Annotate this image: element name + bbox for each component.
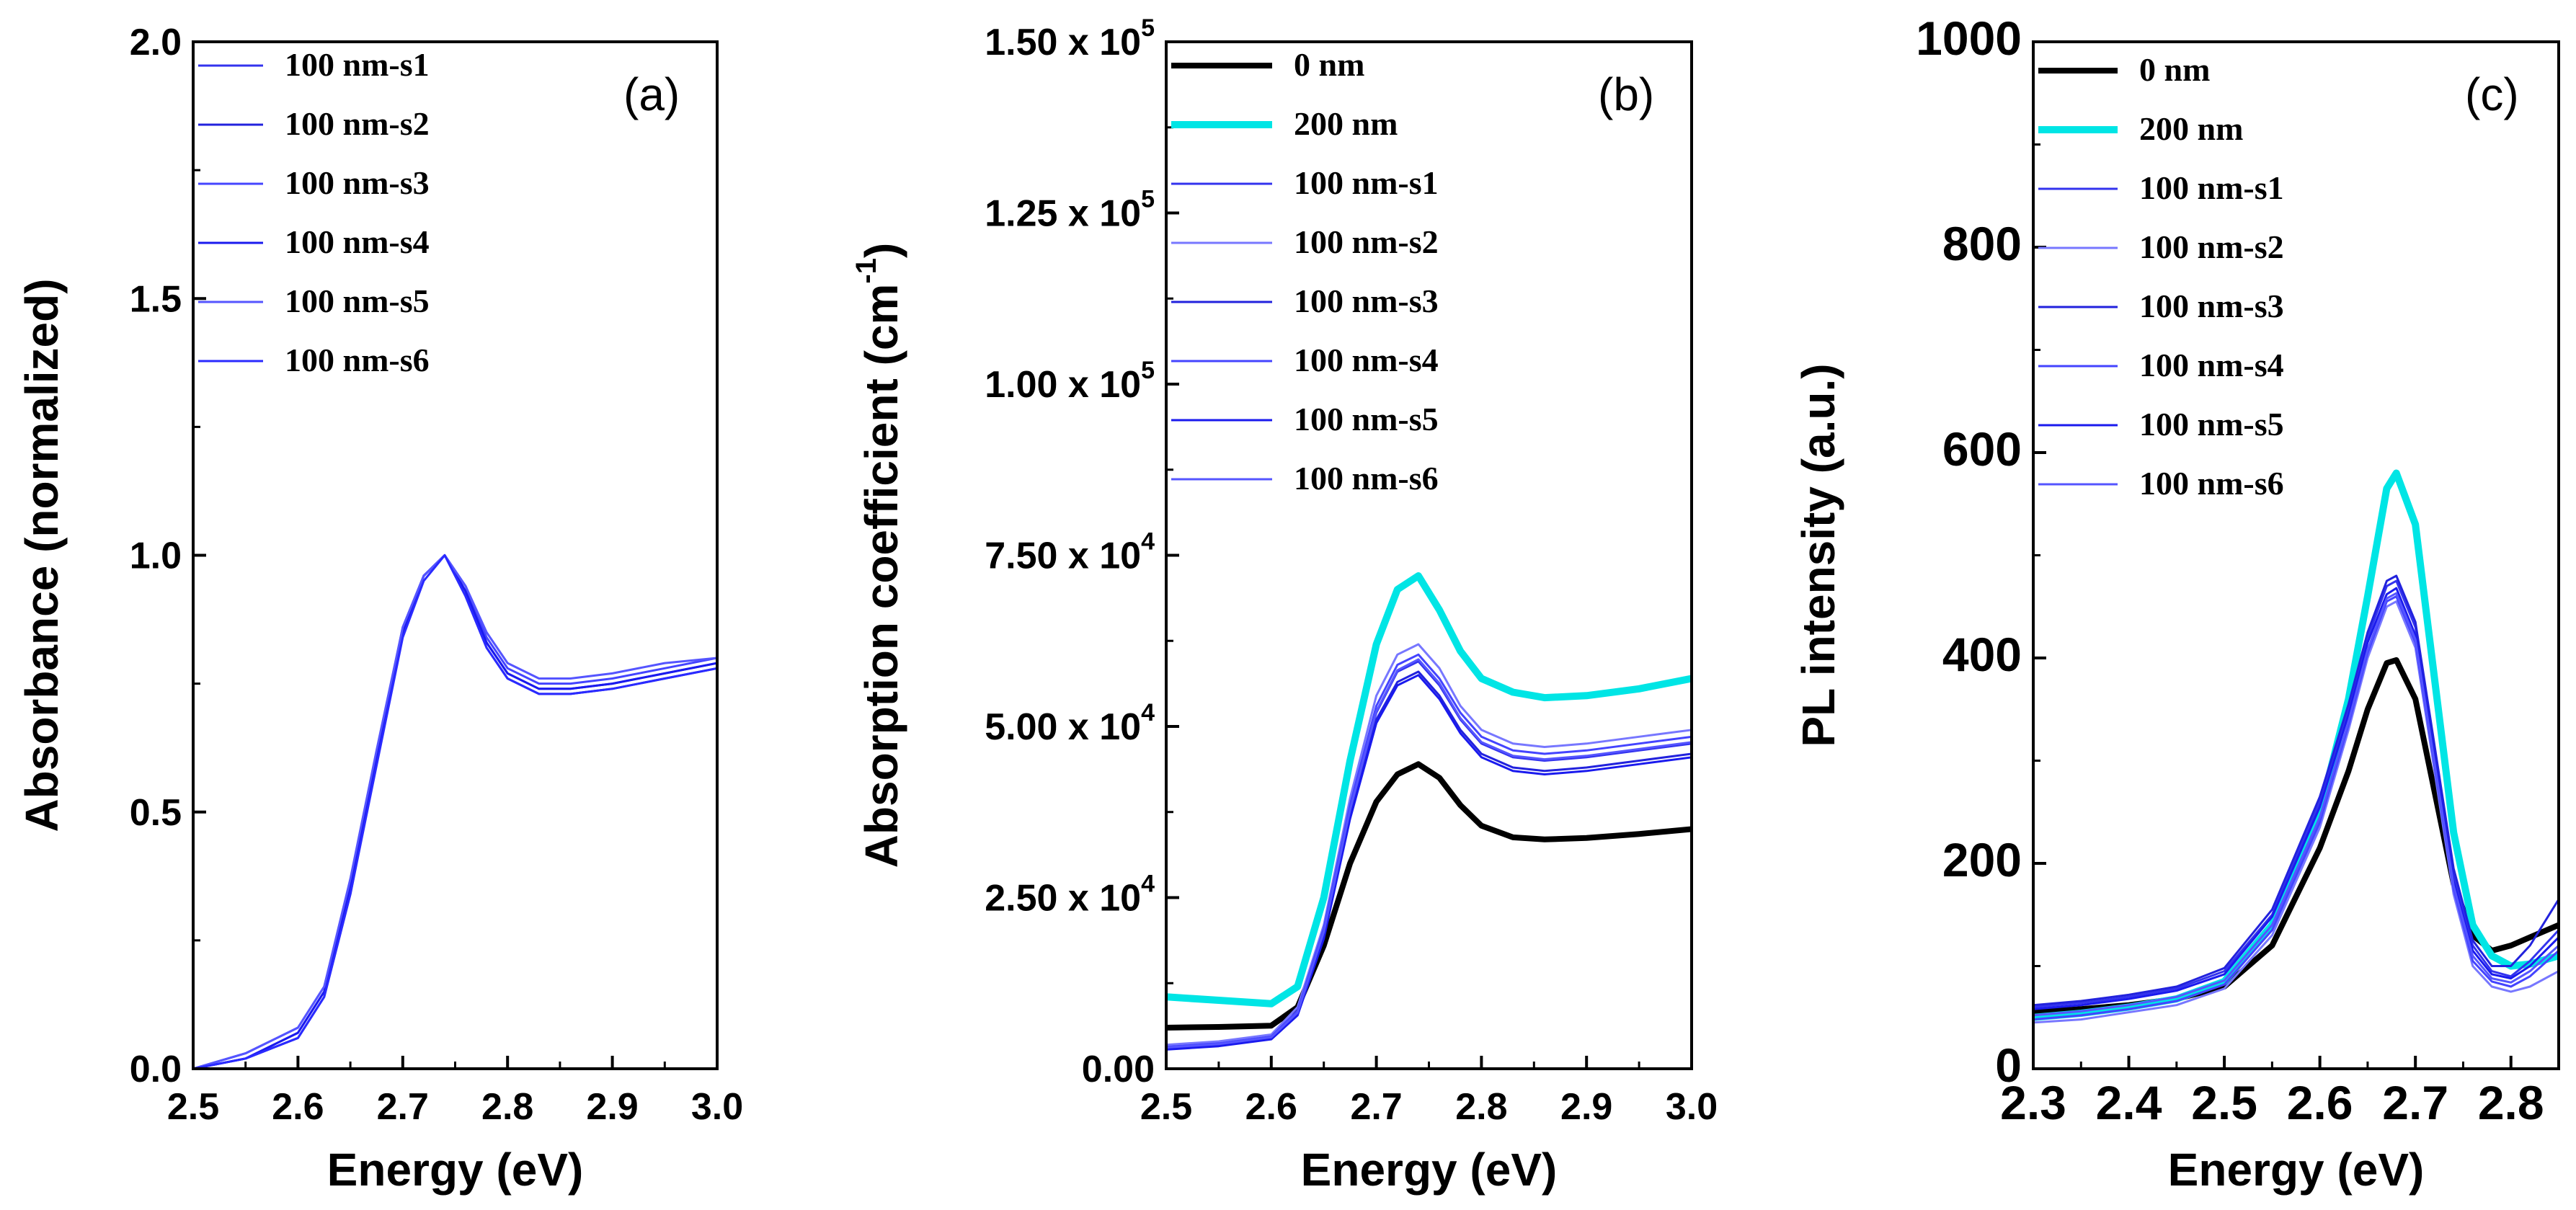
x-tick-label: 2.7	[377, 1086, 429, 1128]
series-line	[1166, 670, 1692, 1049]
legend-label: 100 nm-s6	[1294, 460, 1439, 497]
series-line	[1166, 658, 1692, 1049]
legend-label: 100 nm-s4	[285, 223, 430, 260]
legend-label: 100 nm-s4	[1294, 342, 1439, 378]
series-line	[193, 554, 717, 1069]
series-line	[1166, 643, 1692, 1046]
x-tick-label: 2.6	[272, 1086, 324, 1128]
series-line	[2033, 600, 2559, 1024]
y-tick-label: 800	[1942, 217, 2022, 270]
panel-c: 2.3 2.4 2.5 2.6 2.7 2.8 0 200 400 600 800 1000 Energ…	[1793, 12, 2560, 1196]
legend-label: 100 nm-s2	[285, 105, 430, 142]
x-axis-label: Energy (eV)	[2168, 1144, 2425, 1196]
y-tick-label: 1.5	[130, 278, 182, 320]
series-line	[1166, 572, 1692, 1007]
plot-frame	[192, 40, 719, 1070]
x-tick-label: 3.0	[1666, 1086, 1718, 1128]
plot-frame	[2032, 40, 2560, 1070]
panel-a: 2.5 2.6 2.7 2.8 2.9 3.0 0.0 0.5 1.0 1.5 2.0 Energy …	[16, 22, 743, 1196]
series-line	[2033, 469, 2559, 1021]
y-tick-label: 200	[1942, 833, 2022, 886]
x-tick-label: 2.5	[2191, 1076, 2257, 1129]
legend-label: 100 nm-s6	[2139, 465, 2284, 502]
legend-label: 100 nm-s4	[2139, 347, 2284, 383]
series-line	[2033, 592, 2559, 1017]
x-tick-label: 2.4	[2096, 1076, 2162, 1129]
y-tick-label: 2.50 x 104	[985, 871, 1155, 920]
x-tick-label: 2.9	[1560, 1086, 1612, 1128]
y-tick-label: 0.00	[1082, 1049, 1155, 1090]
legend-label: 100 nm-s5	[285, 283, 430, 319]
x-tick-label: 2.5	[1140, 1086, 1192, 1128]
y-axis-label: PL intensity (a.u.)	[1793, 363, 1844, 747]
x-tick-label: 2.7	[2382, 1076, 2448, 1129]
y-axis-label: Absorbance (normalized)	[16, 278, 68, 832]
legend-label: 100 nm-s3	[2139, 288, 2284, 324]
x-tick-label: 2.5	[167, 1086, 219, 1128]
x-tick-label: 2.9	[586, 1086, 638, 1128]
series-line	[193, 554, 717, 1069]
series-line	[1166, 660, 1692, 1049]
x-tick-label: 3.0	[691, 1086, 743, 1128]
legend-label: 0 nm	[1294, 46, 1364, 83]
series-line	[193, 554, 717, 1069]
legend-label: 100 nm-s6	[285, 342, 430, 378]
y-tick-label: 7.50 x 104	[985, 528, 1155, 577]
y-tick-label: 1.00 x 105	[985, 357, 1155, 406]
x-tick-label: 2.6	[2287, 1076, 2353, 1129]
legend-label: 0 nm	[2139, 51, 2210, 88]
legend-label: 100 nm-s1	[2139, 169, 2284, 206]
x-tick-label: 2.7	[1350, 1086, 1402, 1128]
x-axis-label: Energy (eV)	[1301, 1144, 1558, 1196]
y-tick-label: 0.5	[130, 792, 182, 834]
series-line	[193, 554, 717, 1069]
y-tick-label: 1.25 x 105	[985, 186, 1155, 235]
series-line	[193, 554, 717, 1069]
series-line	[2033, 574, 2559, 1007]
y-tick-label: 600	[1942, 422, 2022, 476]
panel-label: (c)	[2465, 68, 2519, 120]
x-tick-label: 2.3	[2000, 1076, 2066, 1129]
y-tick-label: 1.50 x 105	[985, 14, 1155, 63]
x-tick-label: 2.6	[1245, 1086, 1297, 1128]
y-tick-label: 0.0	[130, 1049, 182, 1090]
y-tick-label: 2.0	[130, 22, 182, 63]
panel-label: (a)	[623, 68, 680, 120]
x-axis-label: Energy (eV)	[327, 1144, 584, 1196]
legend-label: 100 nm-s5	[1294, 401, 1439, 437]
series-line	[1166, 761, 1692, 1031]
legend-label: 100 nm-s2	[1294, 223, 1439, 260]
panel-b: 2.5 2.6 2.7 2.8 2.9 3.0 0.00 2.50 x 104 5.00 x 1…	[850, 14, 1718, 1196]
series-line	[193, 554, 717, 1069]
series-line	[1166, 674, 1692, 1051]
series-line	[2033, 579, 2559, 1008]
legend-label: 100 nm-s3	[285, 164, 430, 201]
y-tick-label: 1.0	[130, 535, 182, 577]
y-tick-label: 1000	[1916, 12, 2022, 65]
y-tick-label: 5.00 x 104	[985, 699, 1155, 748]
y-axis-label: Absorption coefficient (cm-1)	[850, 243, 907, 868]
legend-label: 100 nm-s2	[2139, 228, 2284, 265]
y-tick-label: 0	[1995, 1038, 2022, 1092]
legend-label: 100 nm-s5	[2139, 406, 2284, 442]
legend-label: 100 nm-s1	[1294, 164, 1439, 201]
legend-label: 100 nm-s3	[1294, 283, 1439, 319]
legend-label: 200 nm	[2139, 110, 2243, 147]
series-line	[1166, 653, 1692, 1049]
x-tick-label: 2.8	[1455, 1086, 1507, 1128]
y-tick-label: 400	[1942, 628, 2022, 681]
x-tick-label: 2.8	[2478, 1076, 2544, 1129]
legend-label: 200 nm	[1294, 105, 1398, 142]
legend-label: 100 nm-s1	[285, 46, 430, 83]
series-line	[2033, 587, 2559, 1010]
x-tick-label: 2.8	[481, 1086, 533, 1128]
panel-label: (b)	[1598, 68, 1654, 120]
